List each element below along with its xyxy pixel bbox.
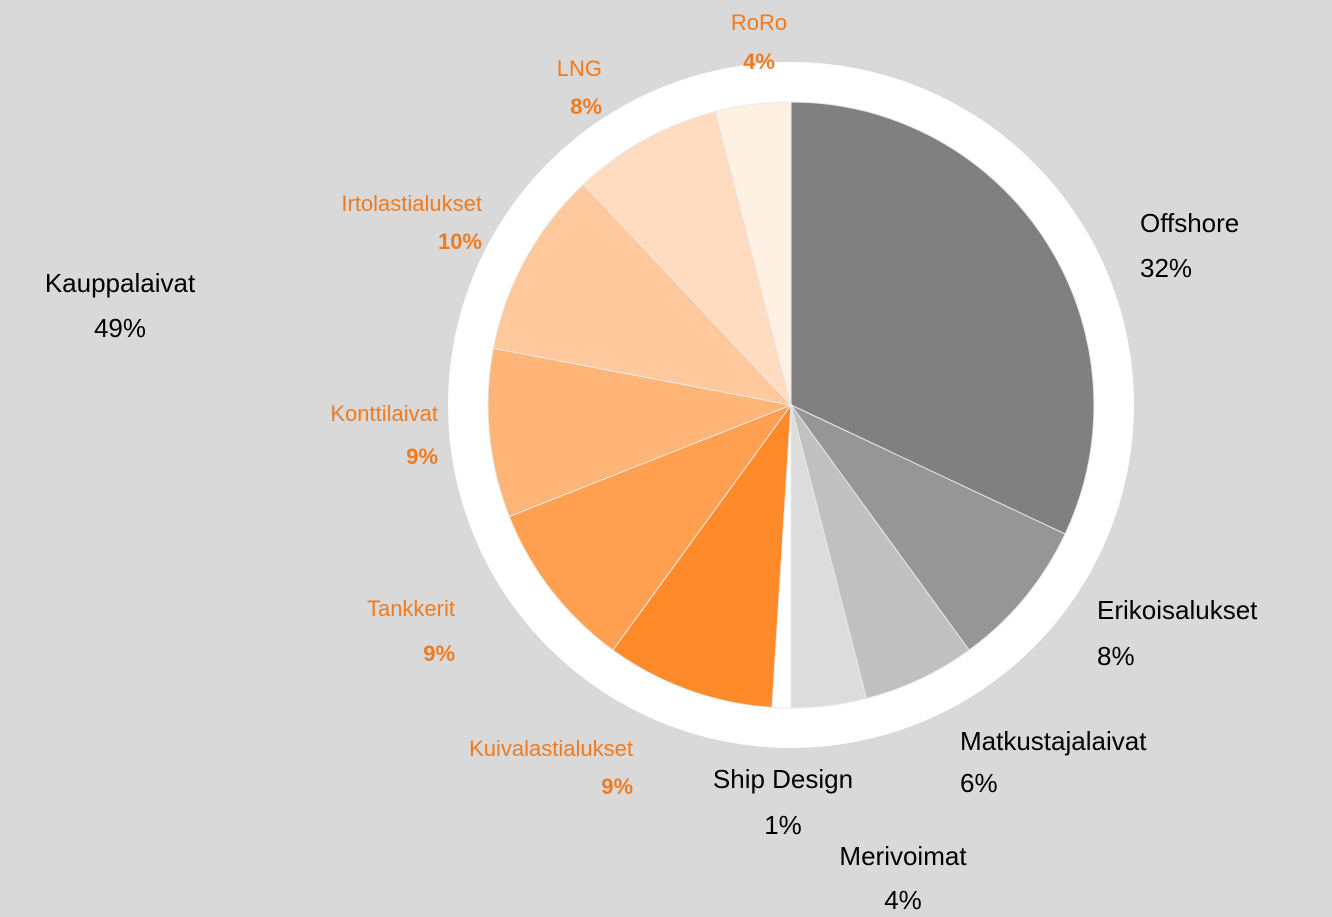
slice-value: 8% [570, 94, 602, 119]
slice [582, 110, 792, 406]
slices [487, 101, 1095, 709]
slice [715, 101, 792, 406]
slice-value: 9% [423, 641, 455, 666]
slice-label: LNG [557, 56, 602, 81]
slice [487, 347, 793, 518]
slice-value: 4% [743, 49, 775, 74]
slice-value: 9% [406, 444, 438, 469]
slice-value: 32% [1140, 253, 1192, 283]
slice [790, 404, 1066, 651]
group-value: 49% [94, 313, 146, 343]
slice-value: 6% [960, 768, 998, 798]
slice-label: RoRo [731, 10, 787, 35]
slice [508, 403, 793, 651]
slice-label: Merivoimat [839, 841, 967, 871]
slice-label: Konttilaivat [330, 401, 438, 426]
labels: Offshore 32% Erikoisalukset 8% Matkustajalai… [330, 10, 1258, 915]
slice-label: Matkustajalaivat [960, 726, 1147, 756]
group-label: Kauppalaivat [45, 268, 196, 298]
slice-label: Kuivalastialukset [469, 736, 633, 761]
slice-label: Ship Design [713, 764, 853, 794]
slice-value: 10% [438, 229, 482, 254]
slice-value: 1% [764, 810, 802, 840]
slice-label: Irtolastialukset [341, 191, 482, 216]
slice-value: 8% [1097, 641, 1135, 671]
slice-label: Offshore [1140, 208, 1239, 238]
slice [492, 183, 793, 406]
slice-value: 9% [601, 774, 633, 799]
slice [790, 101, 1095, 535]
slice-label: Tankkerit [367, 596, 455, 621]
slice [612, 403, 792, 708]
slice-value: 4% [884, 885, 922, 915]
slice-label: Erikoisalukset [1097, 595, 1258, 625]
